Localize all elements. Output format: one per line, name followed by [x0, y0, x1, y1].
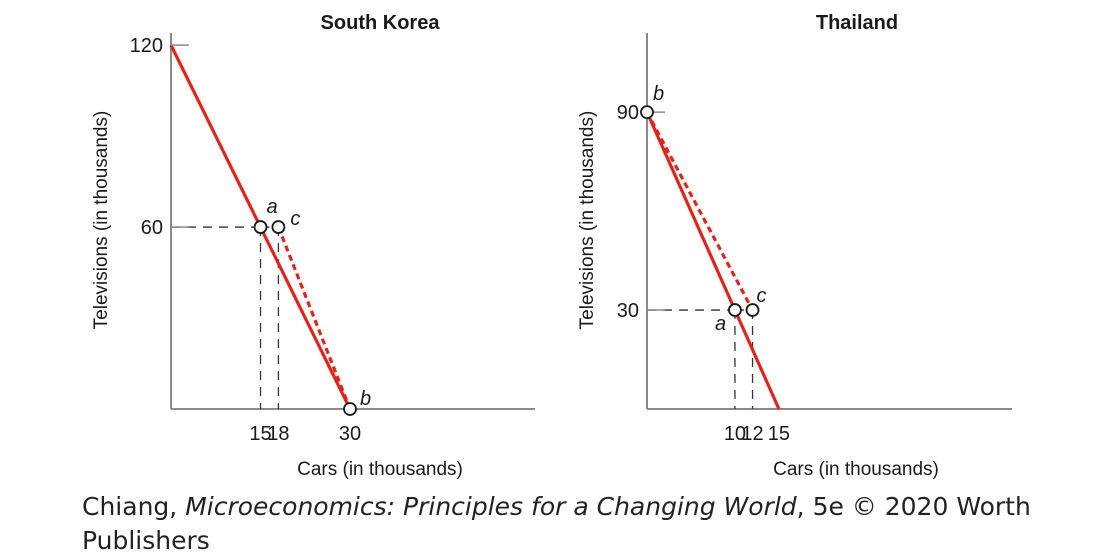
- y-axis-label: Televisions (in thousands): [91, 111, 112, 330]
- caption-book-title: Microeconomics: Principles for a Changin…: [185, 492, 797, 521]
- panel-title: South Korea: [321, 12, 441, 34]
- y-tick-label: 30: [617, 300, 639, 322]
- point-b: [343, 402, 357, 416]
- x-tick-label: 12: [741, 423, 763, 445]
- y-tick-label: 60: [141, 217, 163, 239]
- x-tick-label: 18: [267, 423, 289, 445]
- point-b: [640, 105, 654, 120]
- point-label-b: b: [360, 388, 371, 410]
- point-a: [728, 303, 742, 317]
- x-axis-label: Cars (in thousands): [297, 459, 463, 480]
- caption-publisher: , 5e © 2020 Worth Publishers: [82, 492, 1031, 555]
- figure-caption: Chiang, Microeconomics: Principles for a…: [82, 490, 1082, 558]
- point-c: [271, 220, 286, 234]
- point-label-a: a: [267, 196, 278, 218]
- point-c: [745, 303, 760, 317]
- point-label-c: c: [290, 208, 300, 230]
- ppf-line-solid: [645, 111, 781, 410]
- panel-title: Thailand: [816, 12, 898, 34]
- y-axis-label: Televisions (in thousands): [577, 111, 598, 330]
- ppf-line-dashed: [645, 111, 754, 311]
- y-tick-label: 120: [130, 35, 163, 57]
- point-a: [253, 220, 268, 234]
- caption-author: Chiang,: [82, 492, 186, 521]
- point-label-c: c: [757, 285, 767, 307]
- x-tick-label: 10: [724, 423, 746, 445]
- x-tick-label: 15: [768, 423, 790, 445]
- x-tick-label: 15: [249, 423, 271, 445]
- point-label-a: a: [715, 313, 726, 335]
- x-axis-label: Cars (in thousands): [773, 459, 939, 480]
- point-label-b: b: [653, 83, 664, 105]
- y-tick-label: 90: [617, 102, 639, 124]
- x-tick-label: 30: [339, 423, 361, 445]
- ppf-line-dashed: [276, 226, 352, 410]
